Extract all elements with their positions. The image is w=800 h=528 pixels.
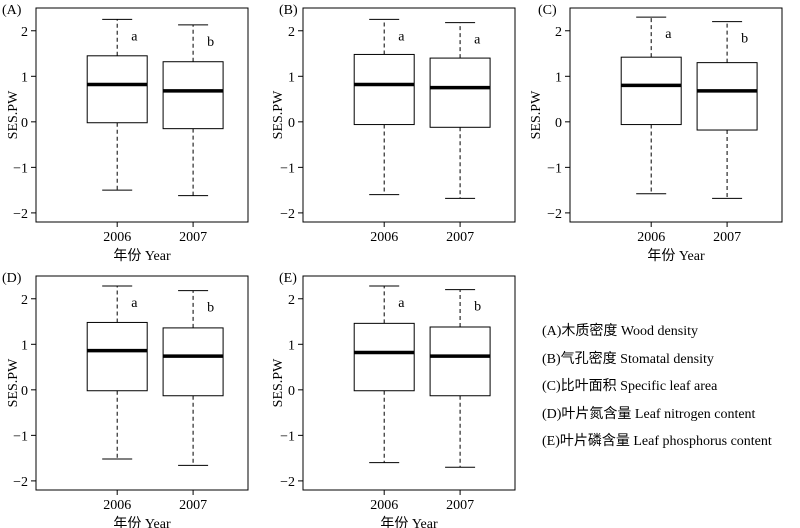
y-tick-label: 1 [21,338,28,353]
iqr-box [353,53,415,126]
x-tick-label: 2006 [370,230,398,245]
iqr-box [353,322,415,392]
iqr-box [162,61,224,130]
plot-frame [569,7,783,223]
y-axis-label: SES.PW [271,358,286,407]
significance-letter: a [131,296,138,311]
x-axis-label: 年份 Year [113,516,171,528]
panel-label: (A) [2,3,22,18]
y-tick-label: −1 [280,429,295,444]
y-tick-label: −2 [280,207,295,222]
panel-c: −2 −1 0 1 2 2006 2007 a b SES.PW 年份 Year (C) [529,3,783,264]
panel-a: −2 −1 0 1 2 2006 2007 a b SES.PW 年份 Year (A) [2,3,249,264]
y-tick-label: −2 [13,475,28,490]
x-axis-label: 年份 Year [647,248,705,264]
y-tick-label: −1 [547,161,562,176]
legend-item-d: (D)叶片氮含量 Leaf nitrogen content [542,406,756,422]
y-tick-label: 0 [288,116,295,131]
y-tick-label: 0 [21,384,28,399]
x-axis-label: 年份 Year [380,516,438,528]
box-2007: b [162,290,224,466]
y-tick-label: −1 [13,161,28,176]
box-2006: a [86,18,148,191]
plot-frame [35,7,249,223]
y-tick-label: −1 [13,429,28,444]
box-2007: b [162,24,224,197]
y-tick-label: 0 [288,384,295,399]
y-tick-label: 2 [288,25,295,40]
y-tick-label: 2 [21,293,28,308]
y-tick-label: 1 [555,70,562,85]
panel-b: −2 −1 0 1 2 2006 2007 a a SES.PW (B) [271,3,516,245]
y-tick-label: 1 [288,70,295,85]
panel-label: (B) [279,3,298,18]
y-axis-label: SES.PW [271,90,286,139]
panel-e: −2 −1 0 1 2 2006 2007 a b SES.PW 年份 Year (E) [271,271,516,528]
y-tick-label: −2 [547,207,562,222]
y-tick-label: −2 [280,475,295,490]
y-tick-label: −2 [13,207,28,222]
x-tick-label: 2006 [103,230,131,245]
box-2006: a [353,18,415,196]
significance-letter: b [207,35,214,50]
box-2006: a [86,285,148,460]
iqr-box [429,326,491,397]
y-tick-label: 2 [555,25,562,40]
y-tick-label: 2 [288,293,295,308]
box-2007: b [429,289,491,468]
x-tick-label: 2007 [713,230,741,245]
legend-item-c: (C)比叶面积 Specific leaf area [542,379,718,394]
y-tick-label: 0 [21,116,28,131]
significance-letter: a [398,296,405,311]
iqr-box [162,327,224,397]
significance-letter: b [741,32,748,47]
iqr-box [620,56,682,126]
significance-letter: a [665,27,672,42]
box-2006: a [620,16,682,195]
y-tick-label: 2 [21,25,28,40]
y-axis-label: SES.PW [6,358,21,407]
x-tick-label: 2007 [446,230,474,245]
box-2007: b [696,21,758,199]
y-tick-label: −1 [280,161,295,176]
legend-item-e: (E)叶片磷含量 Leaf phosphorus content [542,434,772,449]
panel-label: (E) [279,271,297,286]
significance-letter: b [474,300,481,315]
panel-d: −2 −1 0 1 2 2006 2007 a b SES.PW 年份 Year (D) [2,271,249,528]
significance-letter: a [474,33,481,48]
iqr-box [696,62,758,131]
box-2007: a [429,22,491,199]
significance-letter: a [398,29,405,44]
plot-frame [302,7,516,223]
significance-letter: a [131,29,138,44]
iqr-box [86,55,148,124]
iqr-box [429,57,491,128]
y-tick-label: 1 [288,338,295,353]
y-axis-label: SES.PW [529,90,544,139]
x-axis-label: 年份 Year [113,248,171,264]
panel-label: (C) [538,3,557,18]
x-tick-label: 2006 [370,498,398,513]
figure-legend: (A)木质密度 Wood density (B)气孔密度 Stomatal de… [542,318,772,456]
x-tick-label: 2007 [179,230,207,245]
plot-frame [302,275,516,491]
legend-item-a: (A)木质密度 Wood density [542,324,698,339]
legend-item-b: (B)气孔密度 Stomatal density [542,351,714,367]
y-tick-label: 1 [21,70,28,85]
x-tick-label: 2006 [637,230,665,245]
y-tick-label: 0 [555,116,562,131]
x-tick-label: 2007 [179,498,207,513]
box-2006: a [353,285,415,464]
plot-frame [35,275,249,491]
x-tick-label: 2007 [446,498,474,513]
y-axis-label: SES.PW [6,90,21,139]
x-tick-label: 2006 [103,498,131,513]
iqr-box [86,321,148,392]
significance-letter: b [207,301,214,316]
panel-label: (D) [2,271,22,286]
